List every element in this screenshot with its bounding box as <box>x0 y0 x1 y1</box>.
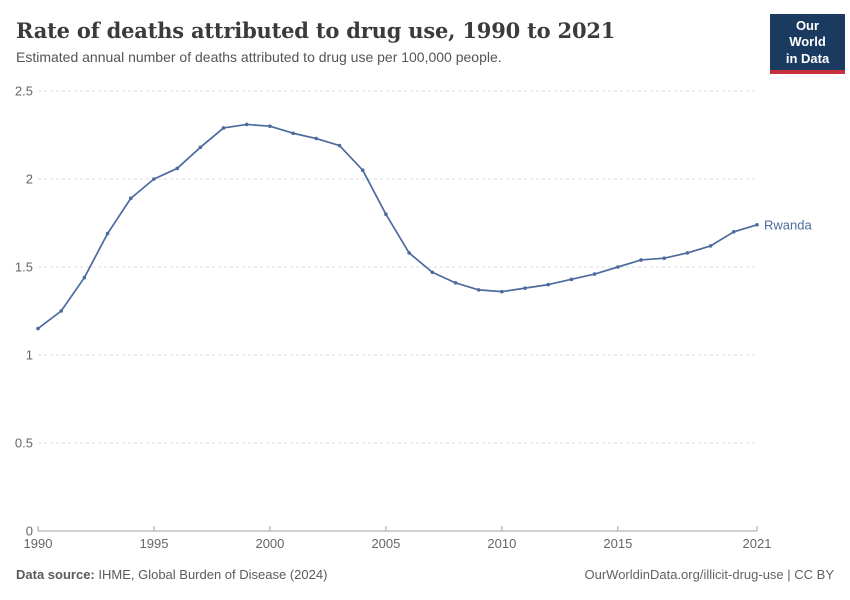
y-tick-label: 0.5 <box>15 436 33 451</box>
data-point <box>430 270 435 275</box>
data-point <box>639 258 643 262</box>
license-label[interactable]: CC BY <box>794 567 834 582</box>
owid-logo: Our World in Data <box>770 14 845 74</box>
series-label-rwanda[interactable]: Rwanda <box>764 217 812 232</box>
data-source-label: Data source: <box>16 567 95 582</box>
data-point <box>198 145 203 150</box>
data-point <box>36 326 40 331</box>
y-tick-label: 2.5 <box>15 84 33 99</box>
page-title: Rate of deaths attributed to drug use, 1… <box>16 18 616 43</box>
data-point <box>337 143 342 148</box>
data-point <box>592 272 597 276</box>
data-point <box>384 212 388 216</box>
x-tick-label: 2000 <box>255 536 284 551</box>
data-point <box>128 196 133 201</box>
data-point <box>755 222 759 227</box>
x-tick-labels: 1990 1995 2000 2005 2010 2015 2021 <box>24 536 772 551</box>
data-point <box>476 288 481 292</box>
y-tick-labels: 0 0.5 1 1.5 2 2.5 <box>15 84 33 539</box>
chart-subtitle: Estimated annual number of deaths attrib… <box>16 49 502 65</box>
owid-logo-line1: Our World <box>789 18 826 50</box>
x-tick-label: 2010 <box>487 536 516 551</box>
data-point <box>662 256 667 261</box>
data-point <box>105 231 110 236</box>
data-point <box>152 177 156 181</box>
data-point <box>569 277 574 282</box>
data-point <box>708 244 713 248</box>
chart-footer: Data source: IHME, Global Burden of Dise… <box>16 567 834 582</box>
data-point <box>453 281 458 285</box>
data-point <box>616 265 620 269</box>
data-point <box>500 289 504 294</box>
y-tick-label: 0 <box>26 524 33 539</box>
y-tick-label: 1.5 <box>15 260 33 275</box>
data-point <box>407 251 411 255</box>
y-tick-label: 1 <box>26 348 33 363</box>
x-tick-label: 2015 <box>603 536 632 551</box>
data-point <box>523 286 527 290</box>
x-tick-label: 2021 <box>743 536 772 551</box>
data-point <box>82 275 87 280</box>
x-axis <box>37 526 758 532</box>
data-point <box>59 309 63 313</box>
data-point <box>314 136 319 141</box>
footer-credits: OurWorldinData.org/illicit-drug-use | CC… <box>584 567 834 582</box>
y-tick-label: 2 <box>26 172 33 187</box>
data-point <box>244 122 249 127</box>
footer-separator: | <box>783 567 795 582</box>
data-point <box>546 282 551 287</box>
data-point <box>268 124 272 128</box>
data-point <box>175 166 179 171</box>
data-point <box>291 131 295 136</box>
series-line-rwanda[interactable] <box>37 123 758 330</box>
series-points-rwanda <box>36 122 759 331</box>
data-point <box>685 251 690 255</box>
data-source-value: IHME, Global Burden of Disease (2024) <box>94 567 328 582</box>
data-source: Data source: IHME, Global Burden of Dise… <box>16 567 327 582</box>
y-gridlines <box>38 90 757 444</box>
data-point <box>732 230 736 234</box>
data-point <box>221 126 226 130</box>
data-point <box>360 168 365 172</box>
owid-logo-line2: in Data <box>785 50 830 66</box>
x-tick-label: 1990 <box>24 536 53 551</box>
x-tick-label: 2005 <box>371 536 400 551</box>
x-tick-label: 1995 <box>140 536 169 551</box>
footer-link[interactable]: OurWorldinData.org/illicit-drug-use <box>584 567 784 582</box>
